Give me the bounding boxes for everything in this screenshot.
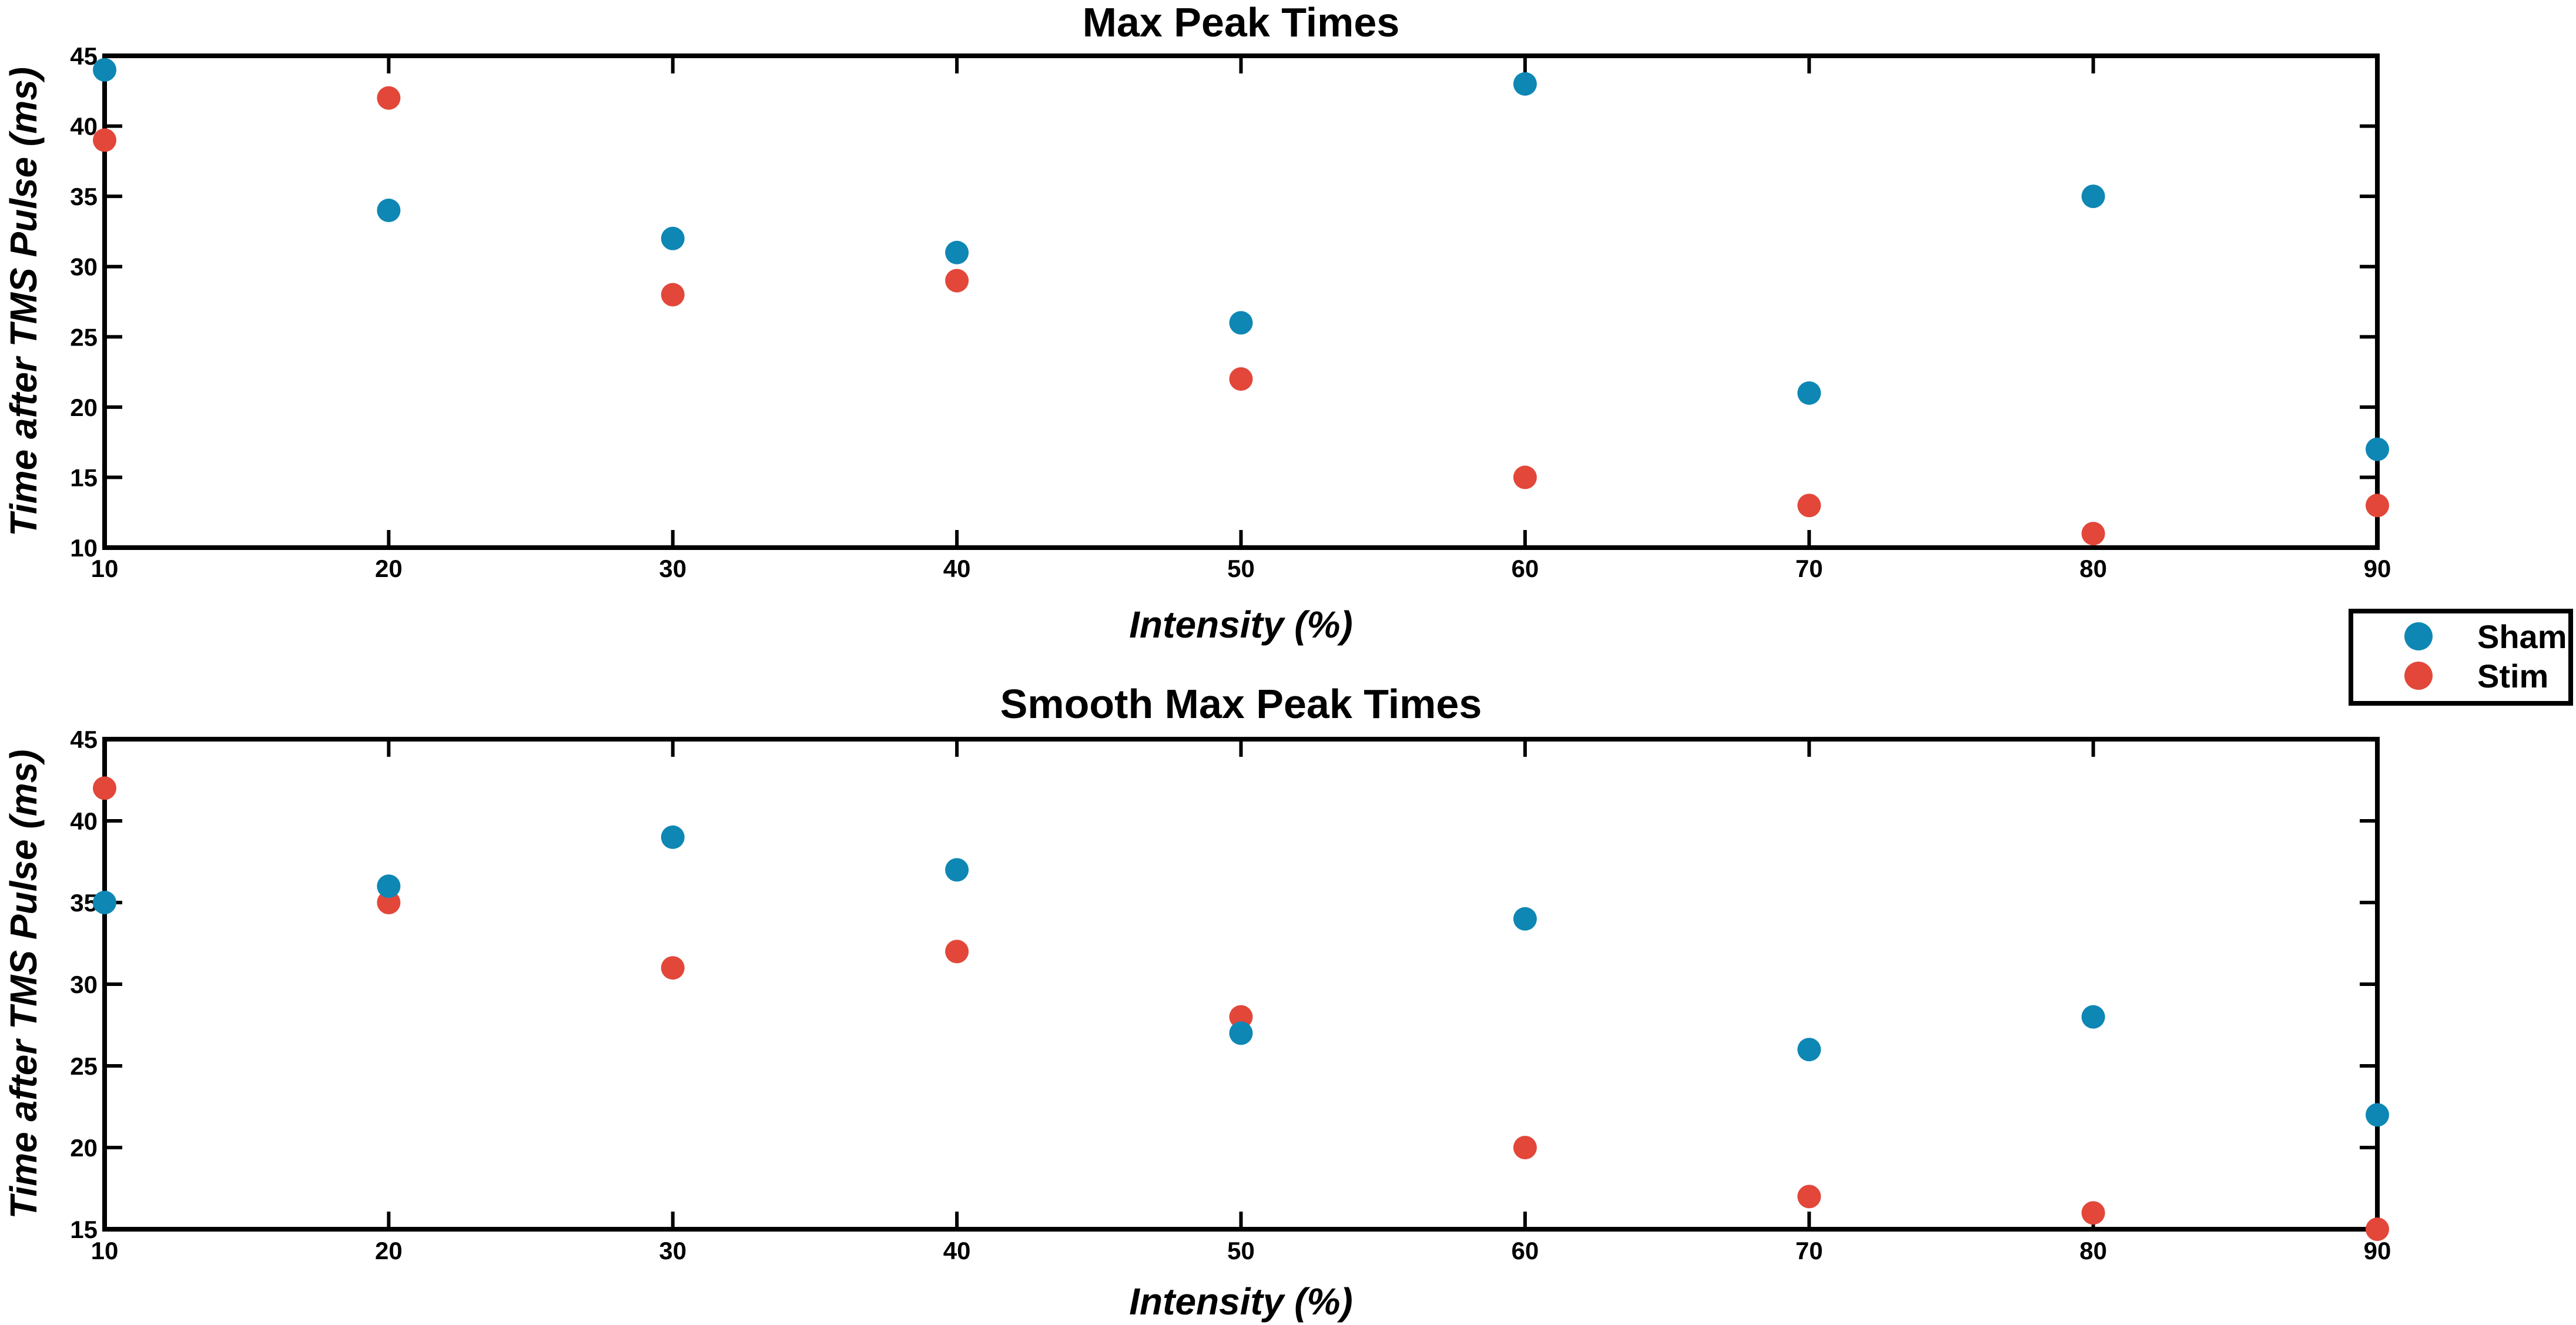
data-point-stim: [377, 86, 401, 110]
y-tick-label: 15: [70, 464, 98, 491]
x-tick-label: 50: [1227, 555, 1255, 582]
x-tick-label: 20: [375, 555, 403, 582]
x-axis-label: Intensity (%): [1129, 1280, 1352, 1323]
legend-marker-stim: [2404, 662, 2433, 690]
data-point-stim: [661, 283, 685, 307]
chart-title: Smooth Max Peak Times: [1000, 681, 1482, 727]
y-tick-label: 45: [70, 42, 98, 70]
data-point-sham: [945, 240, 969, 264]
x-tick-label: 10: [91, 1237, 119, 1264]
y-tick-label: 40: [70, 807, 98, 835]
data-point-sham: [1797, 1038, 1821, 1062]
y-tick-label: 25: [70, 323, 98, 351]
x-tick-label: 10: [91, 555, 119, 582]
chart-panel-1: Max Peak Times 10 20 30 40 50 60 70 80 90 10 15 20 25…: [2, 0, 2391, 646]
legend-label-sham: Sham: [2477, 618, 2567, 655]
chart-title: Max Peak Times: [1083, 0, 1400, 45]
legend-marker-sham: [2404, 622, 2433, 650]
y-tick-label: 20: [70, 1134, 98, 1162]
y-axis-label: Time after TMS Pulse (ms): [2, 749, 45, 1219]
y-axis-label: Time after TMS Pulse (ms): [2, 67, 45, 536]
y-tick-label: 35: [70, 183, 98, 210]
data-point-stim: [945, 940, 969, 964]
y-tick-label: 10: [70, 534, 98, 562]
x-tick-label: 80: [2079, 555, 2107, 582]
x-tick-label: 40: [943, 555, 971, 582]
data-point-sham: [2366, 437, 2389, 461]
data-point-sham: [377, 874, 401, 898]
data-point-stim: [377, 891, 401, 914]
x-tick-label: 50: [1227, 1237, 1255, 1264]
y-tick-label: 45: [70, 726, 98, 753]
data-point-stim: [2366, 1217, 2389, 1241]
data-point-sham: [2081, 1005, 2105, 1029]
data-point-sham: [93, 891, 116, 914]
data-point-stim: [2081, 1201, 2105, 1225]
y-tick-label: 20: [70, 394, 98, 421]
x-tick-label: 70: [1796, 1237, 1823, 1264]
x-tick-label: 30: [659, 555, 686, 582]
legend-label-stim: Stim: [2477, 658, 2548, 695]
data-point-sham: [377, 199, 401, 223]
data-point-sham: [945, 858, 969, 882]
x-tick-label: 80: [2079, 1237, 2107, 1264]
data-point-sham: [661, 825, 685, 849]
data-point-stim: [1229, 367, 1253, 391]
x-tick-label: 30: [659, 1237, 686, 1264]
x-tick-label: 70: [1796, 555, 1823, 582]
plot-area-frame: [102, 737, 2380, 1232]
data-point-sham: [661, 226, 685, 250]
x-tick-label: 40: [943, 1237, 971, 1264]
data-point-stim: [1797, 1185, 1821, 1209]
x-axis-label: Intensity (%): [1129, 603, 1352, 646]
data-point-sham: [93, 58, 116, 82]
x-tick-label: 60: [1512, 1237, 1539, 1264]
data-point-stim: [1797, 494, 1821, 518]
data-point-stim: [93, 128, 116, 152]
data-point-stim: [1229, 1005, 1253, 1029]
data-point-stim: [93, 776, 116, 800]
x-tick-label: 20: [375, 1237, 403, 1264]
data-point-sham: [2366, 1103, 2389, 1127]
y-tick-label: 15: [70, 1216, 98, 1243]
x-tick-label: 90: [2364, 1237, 2391, 1264]
data-point-sham: [2081, 185, 2105, 209]
data-point-stim: [945, 269, 969, 293]
data-point-sham: [1513, 907, 1537, 931]
x-tick-label: 90: [2364, 555, 2391, 582]
legend-box: [2349, 609, 2573, 706]
data-point-sham: [1229, 1021, 1253, 1045]
chart-panel-2: Smooth Max Peak Times 10 20 30 40 50 60 70 80 90 1…: [2, 681, 2391, 1323]
y-tick-label: 40: [70, 113, 98, 140]
data-point-stim: [1513, 465, 1537, 489]
y-tick-label: 30: [70, 253, 98, 281]
y-tick-label: 30: [70, 971, 98, 998]
legend: Sham Stim: [2349, 609, 2573, 706]
y-tick-label: 25: [70, 1052, 98, 1080]
data-point-sham: [1513, 72, 1537, 96]
x-tick-label: 60: [1512, 555, 1539, 582]
data-point-stim: [661, 956, 685, 980]
data-point-sham: [1797, 381, 1821, 405]
plot-area-frame: [102, 53, 2380, 550]
data-point-stim: [2081, 522, 2105, 546]
data-point-stim: [2366, 494, 2389, 518]
data-point-sham: [1229, 311, 1253, 335]
data-point-stim: [1513, 1136, 1537, 1159]
